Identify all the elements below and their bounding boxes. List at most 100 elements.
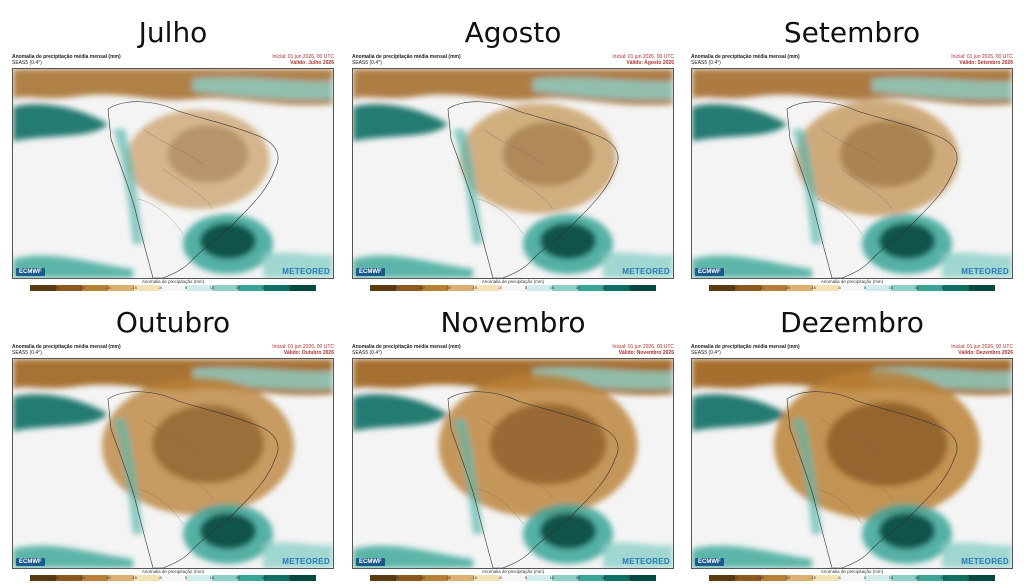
init-time: Inicial: 01 jun 2026, 00 UTC bbox=[612, 344, 674, 350]
colorbar-ticks: -90 -60 -30 -15 -5 5 15 30 60 90 bbox=[30, 575, 316, 581]
colorbar-tick: 60 bbox=[261, 285, 267, 290]
map-header-left: Anomalia de precipitação média mensal (m… bbox=[691, 54, 800, 66]
panel-month-title: Novembro bbox=[440, 306, 586, 339]
colorbar-tick: -90 bbox=[53, 575, 59, 580]
map-title: Anomalia de precipitação média mensal (m… bbox=[691, 344, 800, 350]
colorbar-tick: -30 bbox=[445, 575, 451, 580]
meteored-logo: METEORED bbox=[622, 557, 670, 566]
colorbar-tick: 90 bbox=[627, 285, 633, 290]
colorbar-label: Anomalia de precipitação (mm) bbox=[481, 279, 545, 284]
panel-month-title: Setembro bbox=[783, 16, 921, 49]
colorbar-tick: -15 bbox=[471, 285, 477, 290]
colorbar-tick: 15 bbox=[549, 575, 555, 580]
map-header-right: Inicial: 01 jun 2026, 00 UTC Válido: Sete… bbox=[951, 54, 1013, 66]
colorbar-tick: 90 bbox=[966, 575, 972, 580]
model-label: SEAS5 (0.4°) bbox=[691, 350, 721, 356]
colorbar bbox=[30, 575, 316, 581]
init-time: Inicial: 01 jun 2026, 00 UTC bbox=[951, 344, 1013, 350]
meteored-logo: METEORED bbox=[282, 557, 330, 566]
map-title: Anomalia de precipitação média mensal (m… bbox=[352, 344, 461, 350]
meteored-logo: METEORED bbox=[961, 267, 1009, 276]
colorbar-tick: -15 bbox=[810, 285, 816, 290]
colorbar-tick: 5 bbox=[184, 285, 188, 290]
valid-time: Válido: Julho 2026 bbox=[290, 60, 334, 66]
map-title: Anomalia de precipitação média mensal (m… bbox=[352, 54, 461, 60]
colorbar-tick: -5 bbox=[837, 575, 841, 580]
map-header-left: Anomalia de precipitação média mensal (m… bbox=[691, 344, 800, 356]
colorbar-tick: 60 bbox=[940, 285, 946, 290]
colorbar-tick: 30 bbox=[235, 575, 241, 580]
anomaly-map-graphic bbox=[692, 359, 1012, 568]
colorbar-label: Anomalia de precipitação (mm) bbox=[481, 569, 545, 574]
colorbar-tick: 15 bbox=[209, 575, 215, 580]
colorbar-tick: 15 bbox=[209, 285, 215, 290]
map-header-left: Anomalia de precipitação média mensal (m… bbox=[352, 54, 461, 66]
panel-month-title: Dezembro bbox=[780, 306, 924, 339]
ecmwf-logo: ECMWF bbox=[695, 268, 724, 276]
colorbar bbox=[370, 285, 656, 291]
colorbar-tick: -60 bbox=[419, 285, 425, 290]
colorbar-tick: 5 bbox=[863, 285, 867, 290]
colorbar-tick: -5 bbox=[498, 285, 502, 290]
valid-time: Válido: Setembro 2026 bbox=[959, 60, 1013, 66]
map-header-right: Inicial: 01 jun 2026, 00 UTC Válido: Julh… bbox=[272, 54, 334, 66]
colorbar-tick: 90 bbox=[287, 285, 293, 290]
colorbar-tick: -30 bbox=[105, 575, 111, 580]
colorbar-tick: -5 bbox=[158, 285, 162, 290]
colorbar-tick: -5 bbox=[158, 575, 162, 580]
precipitation-anomaly-map: ECMWF METEORED bbox=[12, 358, 334, 569]
colorbar-tick: 60 bbox=[601, 575, 607, 580]
colorbar-tick: 90 bbox=[966, 285, 972, 290]
colorbar-tick: -15 bbox=[810, 575, 816, 580]
colorbar-label: Anomalia de precipitação (mm) bbox=[141, 279, 205, 284]
forecast-panel-julho: Julho Anomalia de precipitação média mens… bbox=[12, 0, 334, 291]
precipitation-anomaly-map: ECMWF METEORED bbox=[12, 68, 334, 279]
ecmwf-logo: ECMWF bbox=[16, 558, 45, 566]
colorbar-tick: -5 bbox=[498, 575, 502, 580]
colorbar-tick: -90 bbox=[732, 575, 738, 580]
map-header-left: Anomalia de precipitação média mensal (m… bbox=[12, 344, 121, 356]
map-header-left: Anomalia de precipitação média mensal (m… bbox=[12, 54, 121, 66]
colorbar-ticks: -90 -60 -30 -15 -5 5 15 30 60 90 bbox=[370, 575, 656, 581]
meteored-logo: METEORED bbox=[282, 267, 330, 276]
colorbar-tick: -5 bbox=[837, 285, 841, 290]
colorbar-label: Anomalia de precipitação (mm) bbox=[820, 279, 884, 284]
colorbar-tick: -30 bbox=[784, 575, 790, 580]
map-title: Anomalia de precipitação média mensal (m… bbox=[12, 344, 121, 350]
precipitation-anomaly-map: ECMWF METEORED bbox=[352, 358, 674, 569]
ecmwf-logo: ECMWF bbox=[695, 558, 724, 566]
precipitation-anomaly-map: ECMWF METEORED bbox=[352, 68, 674, 279]
init-time: Inicial: 01 jun 2026, 00 UTC bbox=[612, 54, 674, 60]
forecast-panel-setembro: Setembro Anomalia de precipitação média m… bbox=[691, 0, 1013, 291]
valid-time: Válido: Agosto 2026 bbox=[626, 60, 674, 66]
valid-time: Válido: Novembro 2026 bbox=[618, 350, 674, 356]
colorbar-tick: -15 bbox=[131, 575, 137, 580]
colorbar-tick: 90 bbox=[627, 575, 633, 580]
colorbar-tick: 5 bbox=[863, 575, 867, 580]
colorbar-tick: 60 bbox=[940, 575, 946, 580]
colorbar-ticks: -90 -60 -30 -15 -5 5 15 30 60 90 bbox=[709, 285, 995, 291]
colorbar-tick: -90 bbox=[393, 575, 399, 580]
meteored-logo: METEORED bbox=[961, 557, 1009, 566]
colorbar-ticks: -90 -60 -30 -15 -5 5 15 30 60 90 bbox=[370, 285, 656, 291]
colorbar-tick: -60 bbox=[758, 285, 764, 290]
colorbar-tick: 15 bbox=[888, 575, 894, 580]
model-label: SEAS5 (0.4°) bbox=[352, 60, 382, 66]
map-header-left: Anomalia de precipitação média mensal (m… bbox=[352, 344, 461, 356]
colorbar bbox=[709, 575, 995, 581]
map-header-right: Inicial: 01 jun 2026, 00 UTC Válido: Nove… bbox=[612, 344, 674, 356]
model-label: SEAS5 (0.4°) bbox=[12, 350, 42, 356]
panel-month-title: Outubro bbox=[115, 306, 231, 339]
map-header-right: Inicial: 01 jun 2026, 00 UTC Válido: Outu… bbox=[272, 344, 334, 356]
map-header-right: Inicial: 01 jun 2026, 00 UTC Válido: Agos… bbox=[612, 54, 674, 66]
model-label: SEAS5 (0.4°) bbox=[12, 60, 42, 66]
anomaly-map-graphic bbox=[353, 359, 673, 568]
colorbar-tick: 5 bbox=[524, 575, 528, 580]
anomaly-map-graphic bbox=[353, 69, 673, 278]
ecmwf-logo: ECMWF bbox=[356, 268, 385, 276]
colorbar-tick: 60 bbox=[601, 285, 607, 290]
colorbar-tick: -90 bbox=[393, 285, 399, 290]
colorbar-tick: 30 bbox=[575, 285, 581, 290]
forecast-panel-dezembro: Dezembro Anomalia de precipitação média m… bbox=[691, 290, 1013, 581]
forecast-panel-outubro: Outubro Anomalia de precipitação média me… bbox=[12, 290, 334, 581]
